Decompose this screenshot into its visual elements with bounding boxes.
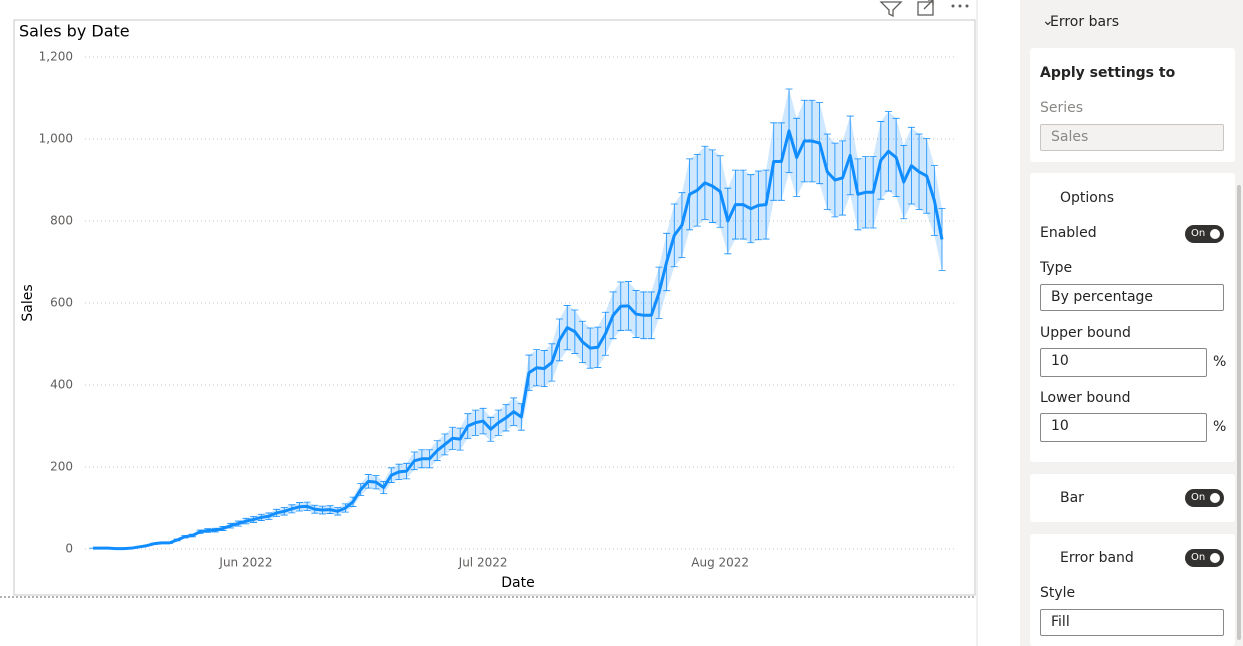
y-tick-label: 400 (50, 378, 73, 392)
y-tick-label: 1,000 (39, 132, 73, 146)
more-icon[interactable] (951, 4, 969, 8)
y-tick-label: 800 (50, 214, 73, 228)
toggle[interactable]: On (1185, 549, 1224, 567)
x-tick-label: Jun 2022 (218, 556, 272, 570)
options-card: Options Enabled On Type By percentage Up… (1030, 173, 1235, 462)
collapse-chevron[interactable]: ⌄ (1042, 13, 1054, 29)
field-label: Lower bound (1040, 390, 1131, 406)
field-label: Upper bound (1040, 325, 1131, 341)
series-dropdown: Sales (1040, 124, 1224, 151)
header-icons[interactable] (879, 0, 934, 18)
number-input[interactable]: 10 (1040, 413, 1207, 442)
y-tick-label: 600 (50, 296, 73, 310)
toggle[interactable]: On (1185, 225, 1224, 243)
card-title[interactable]: Options (1060, 190, 1115, 206)
unit: % (1213, 354, 1227, 370)
apply-card: Apply settings to Series Sales (1030, 48, 1235, 162)
chart-title: Sales by Date (19, 22, 130, 41)
card-title[interactable]: Error band (1060, 550, 1134, 566)
card-title: Apply settings to (1040, 65, 1176, 81)
x-tick-label: Aug 2022 (691, 556, 749, 570)
section-title[interactable]: Error bars (1050, 14, 1120, 30)
type-dropdown[interactable]: By percentage (1040, 284, 1224, 311)
y-tick-label: 1,200 (39, 50, 73, 64)
unit: % (1213, 419, 1227, 435)
bar-card: Bar On (1030, 474, 1235, 522)
x-axis-title: Date (501, 575, 534, 591)
visual-frame (13, 19, 976, 596)
x-tick-label: Jul 2022 (458, 556, 508, 570)
error-band-card: Error band On Style Fill (1030, 534, 1235, 646)
card-title[interactable]: Bar (1060, 490, 1084, 506)
field-label: Series (1040, 100, 1084, 116)
line (93, 129, 944, 551)
toggle[interactable]: On (1185, 489, 1224, 507)
y-axis-title: Sales (20, 284, 36, 321)
field-label: Enabled (1040, 225, 1097, 241)
chart: Sales by Date Date Sales 0 200 400 600 800 1,… (0, 0, 978, 646)
field-label: Style (1040, 585, 1076, 601)
field-label: Type (1040, 260, 1073, 276)
y-tick-label: 200 (50, 460, 73, 474)
y-tick-label: 0 (65, 542, 73, 556)
number-input[interactable]: 10 (1040, 348, 1207, 377)
format-pane: ⌄ Error bars Apply settings to Series Sa… (1020, 0, 1243, 646)
error-band (93, 88, 942, 549)
scrollbar[interactable] (1237, 185, 1241, 640)
style-dropdown[interactable]: Fill (1040, 609, 1224, 636)
